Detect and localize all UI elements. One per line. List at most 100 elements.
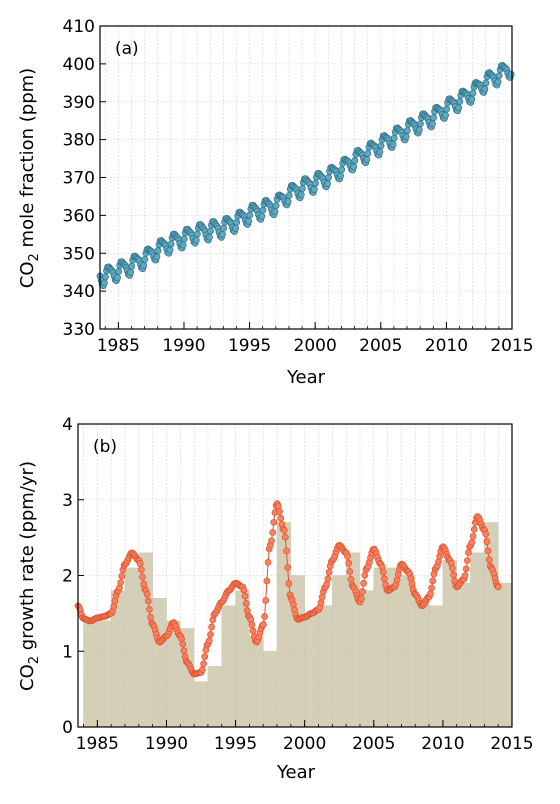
co2-data-point [481, 85, 489, 93]
x-tick-label: 1995 [228, 336, 271, 356]
x-tick-label: 2010 [421, 734, 464, 754]
growth-rate-bar [318, 605, 333, 728]
x-tick-label: 2010 [425, 336, 468, 356]
co2-data-point [128, 262, 136, 270]
co2-data-point [297, 191, 305, 199]
growth-rate-point [248, 621, 256, 629]
growth-rate-point [205, 637, 213, 644]
y-tick-label: 330 [63, 320, 95, 340]
panel-b-x-ticks: 1985 1990 1995 2000 2005 2010 2015 [76, 720, 534, 754]
co2-data-point [141, 255, 149, 263]
growth-rate-bar [304, 613, 319, 728]
co2-data-point [298, 185, 306, 193]
growth-rate-point [344, 552, 351, 560]
growth-rate-point [285, 580, 293, 587]
growth-rate-bar [428, 605, 444, 728]
panel-a-y-axis-label: CO2 mole fraction (ppm) [17, 68, 42, 288]
growth-rate-point [269, 529, 277, 536]
growth-rate-point [347, 576, 355, 583]
x-tick-label: 1985 [97, 336, 140, 356]
growth-rate-point [465, 549, 472, 556]
y-tick-label: 2 [62, 567, 73, 587]
panel-a-data [96, 62, 515, 290]
co2-data-point [442, 111, 449, 119]
growth-rate-point [260, 621, 267, 628]
growth-rate-point [268, 537, 275, 545]
growth-rate-point [357, 595, 365, 602]
co2-data-point [127, 268, 135, 276]
co2-data-point [154, 247, 162, 255]
growth-rate-point [345, 559, 353, 567]
growth-rate-bar [497, 582, 513, 728]
co2-data-point [403, 127, 411, 135]
y-tick-label: 4 [62, 415, 73, 435]
co2-data-point [192, 236, 200, 244]
x-tick-label: 2005 [359, 336, 402, 356]
co2-data-point [140, 262, 148, 269]
co2-data-point [220, 224, 228, 232]
panel-b-bars [83, 522, 513, 728]
growth-rate-point [117, 579, 124, 586]
growth-rate-point [249, 627, 257, 635]
co2-data-point [323, 180, 331, 188]
growth-rate-point [208, 623, 215, 631]
y-tick-label: 360 [63, 206, 95, 226]
growth-rate-point [450, 571, 457, 579]
co2-data-point [166, 246, 174, 254]
y-tick-label: 340 [63, 282, 95, 302]
panel-a-x-axis-label: Year [286, 367, 326, 388]
panel-a-y-label-rest: mole fraction (ppm) [17, 68, 38, 253]
co2-data-point [468, 95, 476, 103]
co2-data-point [443, 105, 451, 113]
co2-data-point [416, 120, 424, 128]
growth-rate-point [139, 573, 146, 581]
growth-rate-point [116, 584, 123, 592]
y-tick-label: 370 [63, 169, 95, 189]
growth-rate-point [462, 565, 470, 573]
growth-rate-point [407, 575, 415, 582]
co2-data-point [284, 198, 292, 206]
growth-rate-point [179, 640, 187, 648]
growth-rate-point [110, 603, 118, 610]
co2-data-point [494, 78, 502, 86]
growth-rate-bar [97, 620, 112, 728]
growth-rate-point [381, 575, 388, 583]
growth-rate-bar [470, 552, 485, 728]
panel-b-x-axis-label: Year [276, 762, 316, 783]
growth-rate-point [261, 613, 268, 620]
growth-rate-point [470, 526, 478, 533]
panel-b-y-ticks: 0 1 2 3 4 [62, 415, 84, 738]
y-tick-label: 0 [62, 718, 73, 738]
y-tick-label: 1 [62, 642, 73, 662]
growth-rate-point [463, 557, 471, 564]
panel-b-y-axis-label: CO2 growth rate (ppm/yr) [17, 461, 42, 691]
growth-rate-point [323, 580, 331, 588]
growth-rate-point [280, 526, 288, 534]
growth-rate-point [428, 584, 435, 592]
growth-rate-point [136, 560, 144, 567]
growth-rate-bar [456, 582, 471, 728]
co2-data-point [507, 70, 515, 78]
y-tick-label: 380 [63, 131, 95, 151]
co2-data-point [415, 126, 423, 134]
x-tick-label: 2000 [283, 734, 326, 754]
growth-rate-bar [83, 620, 98, 728]
growth-rate-bar [415, 598, 430, 728]
co2-data-point [495, 72, 503, 80]
co2-data-point [206, 227, 214, 235]
growth-rate-point [275, 502, 282, 510]
panel-a-y-label-sub: 2 [27, 253, 42, 261]
growth-rate-point [263, 577, 271, 585]
growth-rate-bar [207, 666, 222, 728]
growth-rate-point [378, 563, 386, 571]
growth-rate-point [359, 588, 366, 595]
co2-data-point [338, 166, 346, 174]
co2-data-point [482, 79, 490, 87]
y-tick-label: 410 [63, 17, 95, 37]
growth-rate-point [394, 571, 402, 578]
co2-data-point [153, 253, 161, 261]
co2-data-point [311, 179, 319, 187]
panel-b-label: (b) [93, 437, 117, 457]
growth-rate-point [262, 597, 270, 604]
